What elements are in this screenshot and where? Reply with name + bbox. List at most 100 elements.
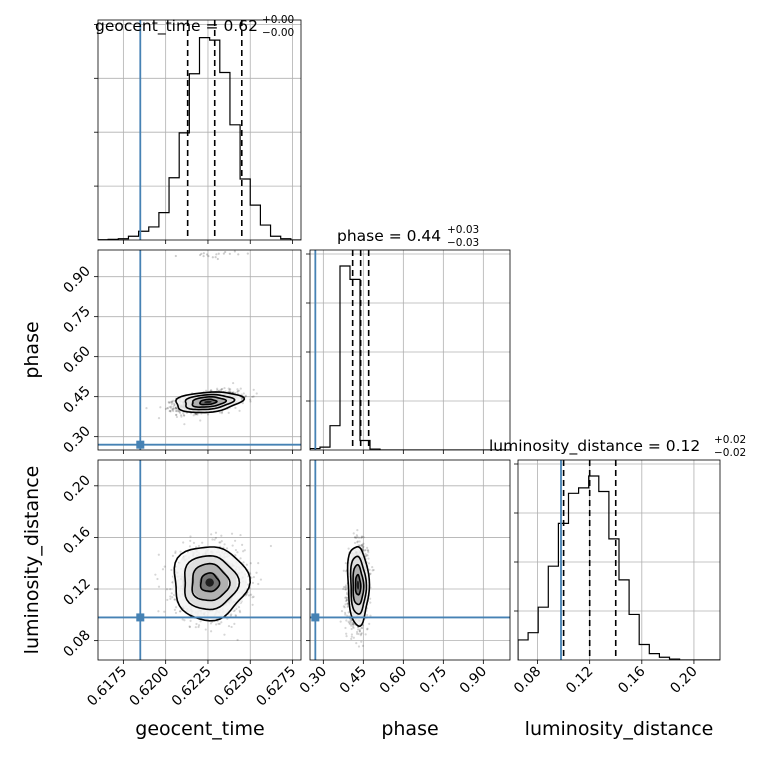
sample-point (232, 381, 235, 385)
sample-point (369, 597, 372, 600)
sample-point (366, 546, 369, 549)
sample-point (355, 642, 358, 645)
sample-point (217, 622, 220, 625)
sample-point (230, 613, 233, 616)
sample-point (361, 644, 365, 648)
sample-point (219, 388, 223, 392)
sample-point (220, 388, 223, 391)
sample-point (344, 561, 347, 565)
sample-point (343, 606, 346, 609)
sample-point (342, 587, 345, 591)
sample-point (228, 390, 231, 393)
sample-point (171, 401, 174, 404)
sample-point (346, 602, 349, 605)
sample-point (363, 549, 366, 552)
contour-line (175, 391, 246, 414)
grid-lines (310, 460, 510, 660)
sample-point (347, 611, 350, 614)
contour-line (354, 573, 362, 596)
sample-point (360, 627, 363, 630)
sample-point (345, 635, 348, 638)
title-plus: +0.03 (447, 224, 479, 236)
sample-point (198, 253, 202, 257)
y-tick-label: 0.20 (60, 472, 93, 505)
sample-point (202, 255, 205, 258)
sample-point (197, 544, 201, 548)
sample-point (166, 598, 169, 602)
sample-point (350, 624, 353, 627)
scatter-distance-vs-phase-panel (306, 459, 511, 664)
x-tick-label: 0.20 (667, 664, 700, 697)
sample-point (161, 568, 165, 571)
sample-point (168, 405, 171, 409)
sample-point (237, 389, 241, 392)
sample-point (170, 402, 173, 406)
histogram-step (98, 37, 301, 240)
sample-point (353, 541, 357, 545)
sample-point (367, 557, 370, 560)
sample-point (174, 606, 178, 609)
sample-point (364, 633, 367, 636)
sample-point (350, 633, 354, 636)
sample-point (350, 627, 353, 631)
sample-point (211, 256, 214, 259)
sample-point (172, 408, 175, 411)
sample-point (159, 406, 162, 409)
sample-point (238, 611, 242, 614)
sample-point (239, 387, 242, 390)
sample-point (220, 534, 223, 537)
sample-point (356, 541, 359, 544)
sample-point (169, 410, 172, 413)
sample-point (166, 407, 170, 410)
sample-point (172, 399, 175, 402)
sample-point (217, 252, 220, 255)
sample-point (344, 603, 347, 606)
sample-point (189, 535, 192, 538)
sample-point (211, 538, 214, 541)
svg-text:geocent_time = 0.62: geocent_time = 0.62 (95, 17, 258, 36)
sample-point (360, 544, 363, 547)
sample-point (242, 561, 245, 564)
sample-point (172, 409, 175, 413)
sample-point (368, 568, 371, 571)
sample-point (179, 610, 182, 613)
sample-point (361, 626, 364, 629)
sample-point (355, 534, 358, 537)
sample-point (224, 250, 227, 254)
histogram (98, 20, 301, 240)
sample-point (175, 409, 178, 412)
y-tick-label: 0.08 (60, 627, 93, 660)
sample-point (269, 544, 273, 548)
contour-line (352, 563, 365, 606)
y-axis-label-luminosity-distance: luminosity_distance (21, 466, 43, 655)
sample-point (247, 594, 251, 597)
tick-marks (94, 23, 293, 244)
sample-point (174, 254, 177, 258)
sample-point (156, 577, 159, 581)
sample-point (218, 389, 221, 392)
tick-marks (306, 485, 484, 664)
contour-line (173, 546, 252, 622)
title-luminosity-distance: luminosity_distance = 0.12 +0.02 −0.02 (489, 434, 746, 459)
sample-point (236, 551, 239, 554)
sample-point (346, 605, 349, 609)
sample-point (202, 252, 205, 255)
sample-point (163, 565, 166, 568)
contour-line (191, 395, 228, 408)
sample-point (214, 256, 217, 259)
sample-point (345, 596, 349, 600)
sample-point (342, 605, 345, 608)
sample-point (194, 413, 197, 416)
title-median: 0.44 (407, 227, 442, 245)
sample-point (242, 550, 245, 553)
sample-point (194, 413, 197, 416)
title-minus: −0.02 (714, 447, 746, 459)
sample-point (251, 581, 255, 585)
contour-line (191, 562, 231, 602)
title-param-name: phase (337, 227, 384, 245)
sample-point (362, 545, 365, 548)
x-tick-label: 0.90 (457, 664, 490, 697)
sample-point (255, 571, 258, 574)
sample-point (344, 596, 347, 599)
sample-point (170, 400, 173, 403)
